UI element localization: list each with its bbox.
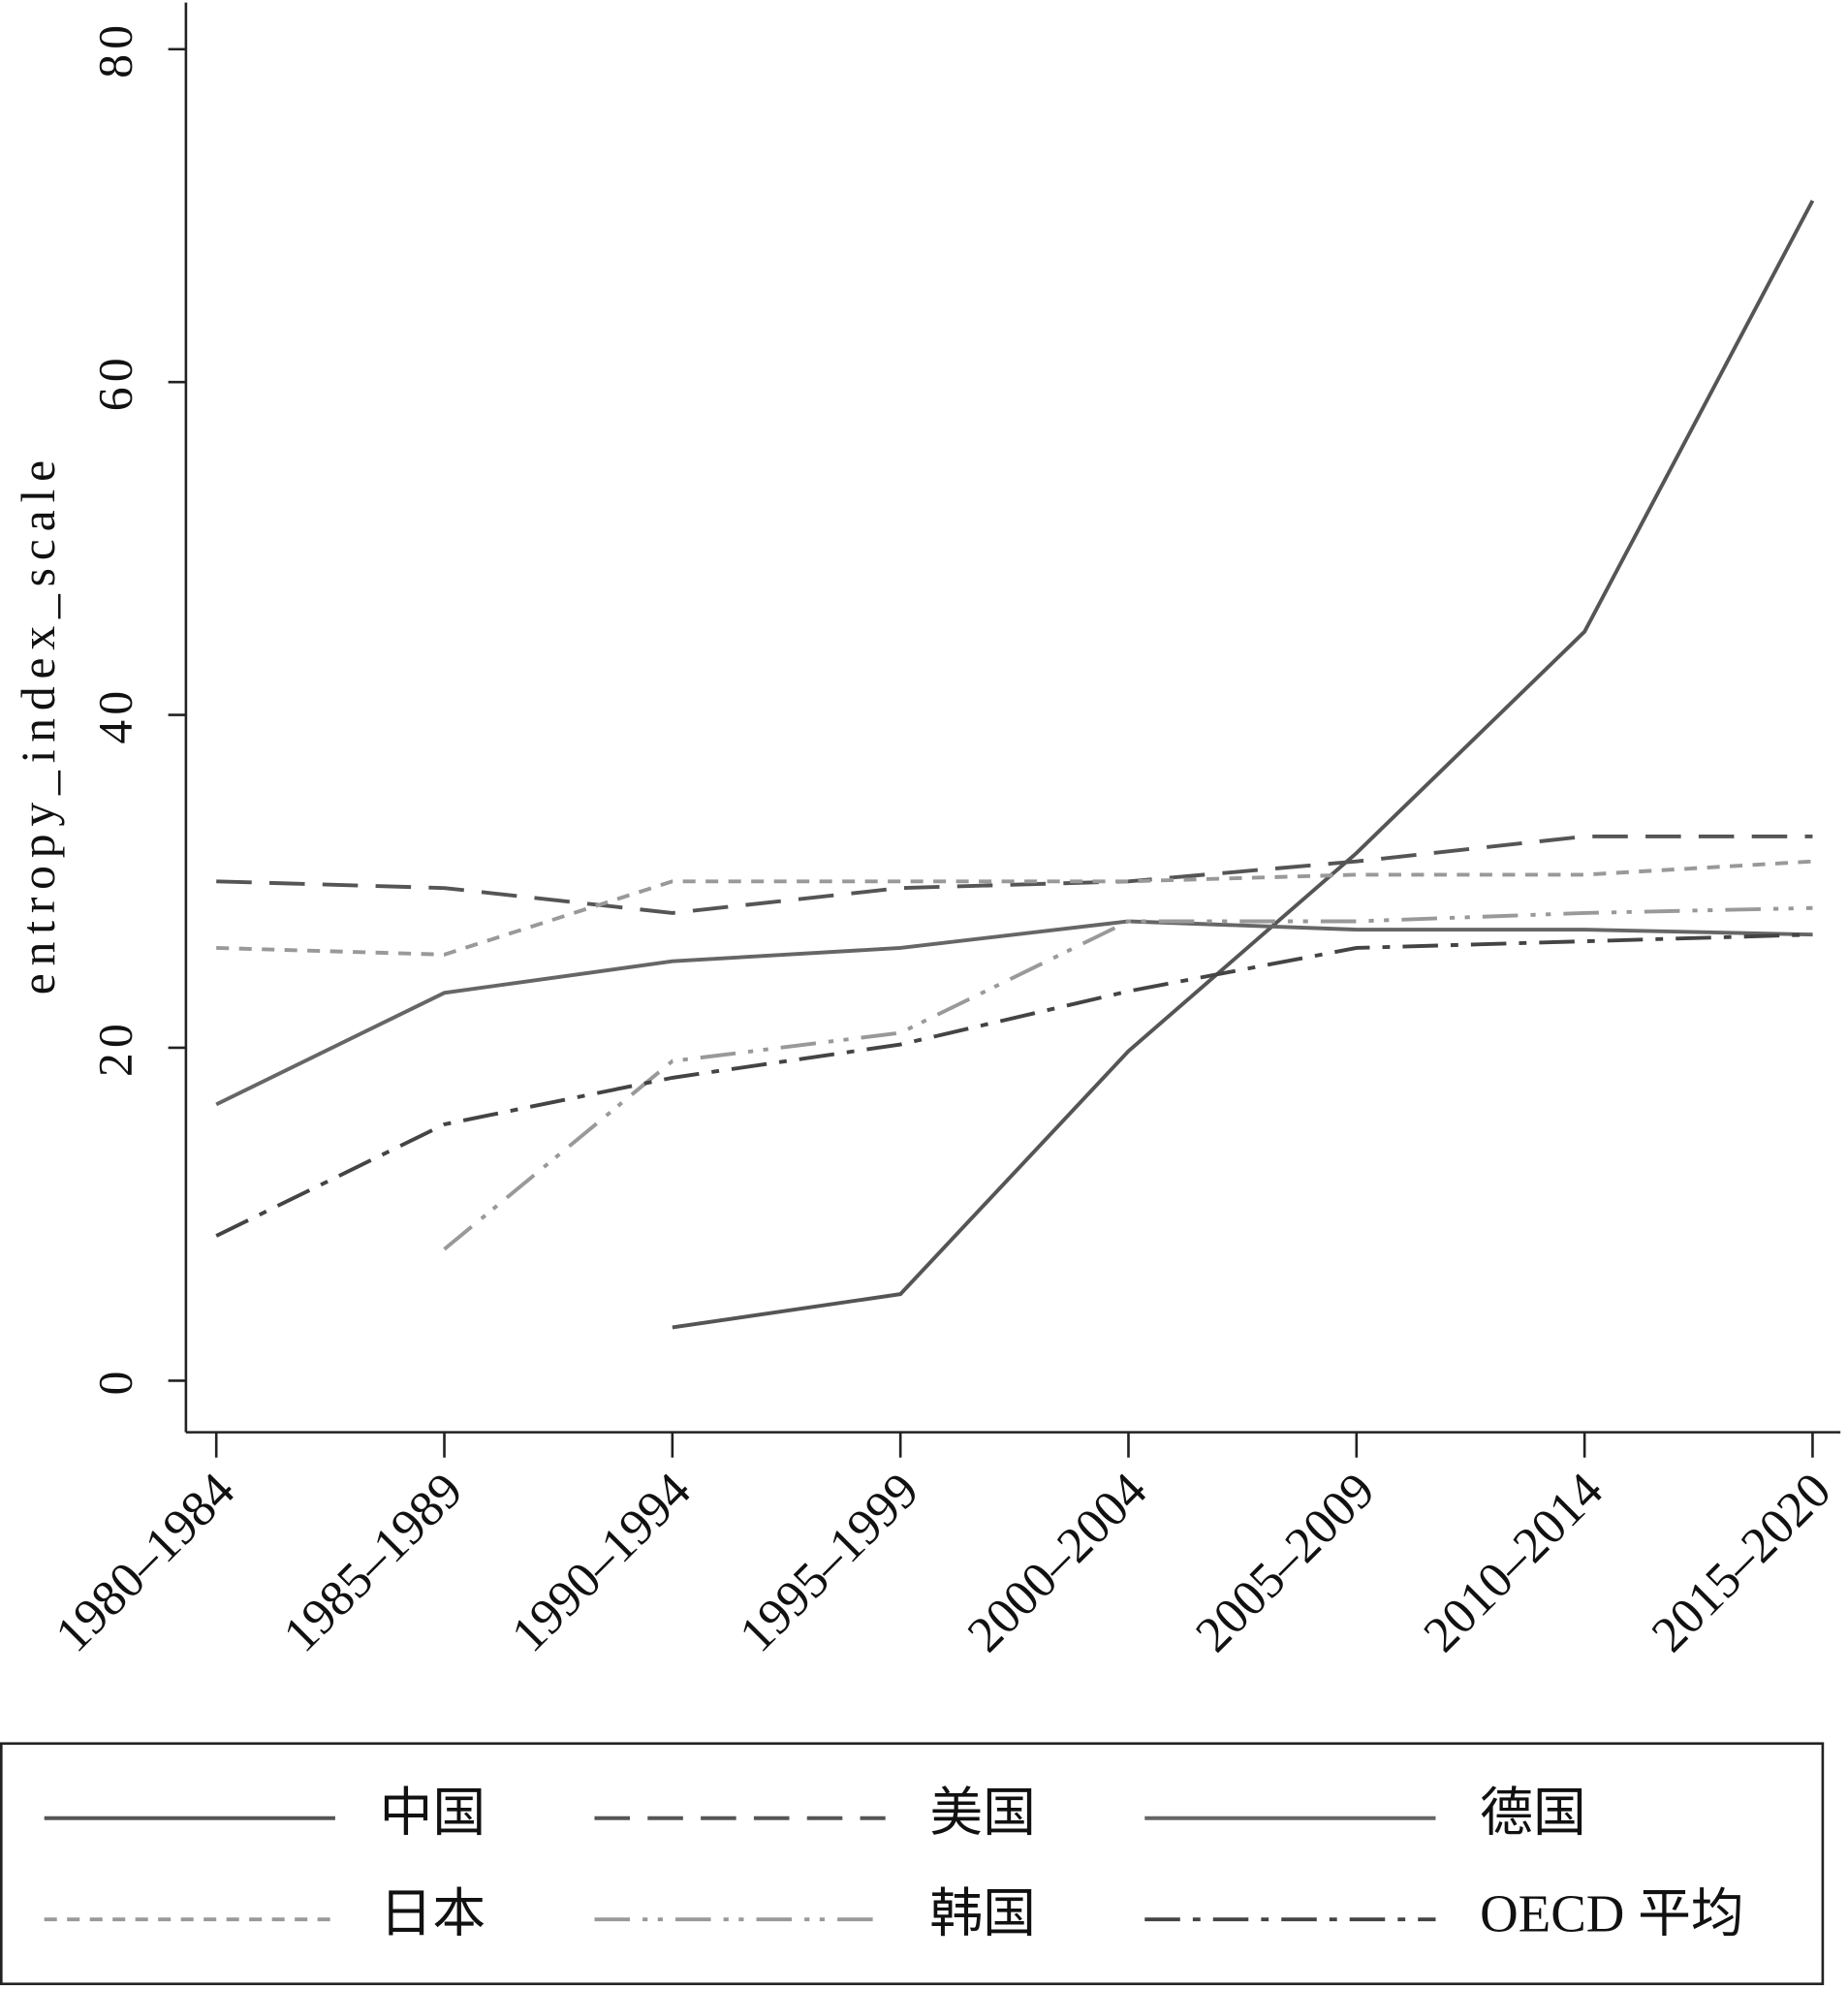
y-tick-label: 20 bbox=[88, 1019, 141, 1077]
x-tick-label: 1985–1989 bbox=[272, 1462, 473, 1662]
y-tick-label: 0 bbox=[88, 1366, 141, 1395]
legend-label: 韩国 bbox=[929, 1884, 1036, 1943]
series-line bbox=[672, 200, 1815, 1330]
legend-label: 德国 bbox=[1480, 1783, 1586, 1842]
legend-label: 中国 bbox=[380, 1783, 486, 1842]
legend-label: 日本 bbox=[380, 1884, 486, 1943]
series-line bbox=[443, 905, 1813, 1251]
y-tick-label: 80 bbox=[88, 20, 141, 79]
x-tick-label: 1980–1984 bbox=[45, 1462, 245, 1662]
x-tick-label: 1995–1999 bbox=[729, 1462, 929, 1662]
x-tick-label: 2005–2009 bbox=[1185, 1462, 1386, 1662]
series-line bbox=[215, 919, 1813, 1107]
x-tick-label: 2015–2020 bbox=[1641, 1462, 1841, 1662]
legend-box bbox=[0, 1742, 1825, 1986]
x-tick-label: 2000–2004 bbox=[956, 1462, 1157, 1662]
y-axis-label: entropy_index_scale bbox=[12, 453, 65, 994]
series-line bbox=[215, 932, 1813, 1238]
y-tick-label: 60 bbox=[88, 353, 141, 411]
series-line bbox=[216, 834, 1813, 915]
x-tick-label: 1990–1994 bbox=[501, 1462, 702, 1662]
x-tick-label: 2010–2014 bbox=[1413, 1462, 1613, 1662]
legend-label: OECD 平均 bbox=[1480, 1884, 1744, 1943]
legend-label: 美国 bbox=[929, 1783, 1036, 1842]
y-tick-label: 40 bbox=[88, 686, 141, 744]
